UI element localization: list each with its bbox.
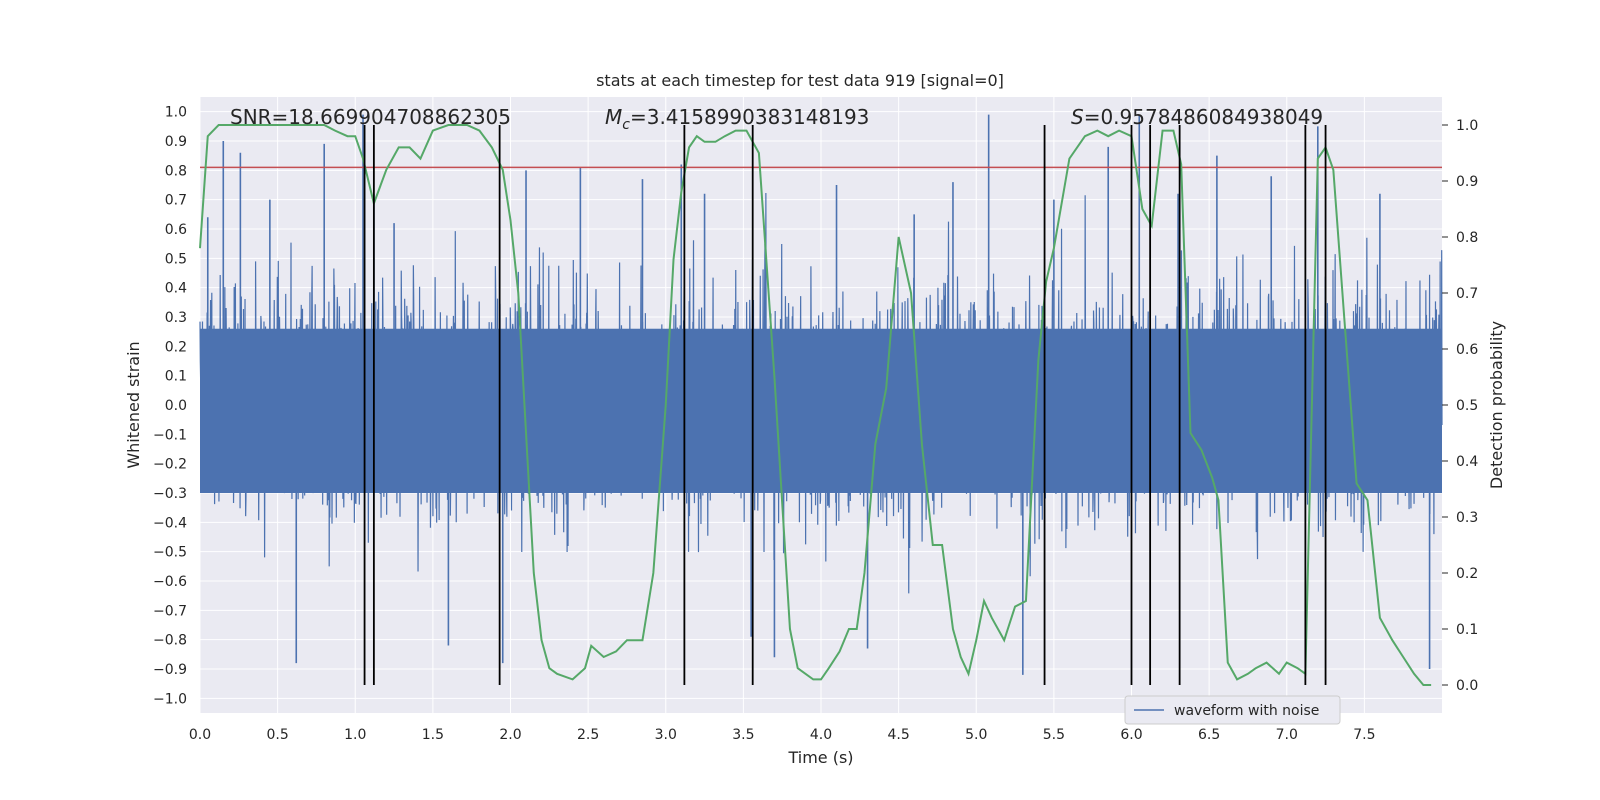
y2-tick-label: 0.4 <box>1456 454 1478 470</box>
y2-tick-label: 0.3 <box>1456 510 1478 526</box>
x-tick-label: 3.0 <box>655 727 677 743</box>
chirp-mass-subscript: c <box>622 117 630 133</box>
y2-tick-label: 0.6 <box>1456 342 1478 358</box>
x-axis-label: Time (s) <box>787 748 853 767</box>
y-tick-label: 0.3 <box>165 310 187 326</box>
y2-tick-label: 0.1 <box>1456 622 1478 638</box>
x-tick-label: 2.5 <box>577 727 599 743</box>
waveform-series <box>199 114 1443 675</box>
y-axis-ticks: 1.0 0.9 0.8 0.7 0.6 0.5 0.4 0.3 0.2 0.1 0.0 −0.1 −0.… <box>153 105 187 708</box>
legend-label: waveform with noise <box>1174 703 1319 719</box>
x-axis-ticks: 0.0 0.5 1.0 1.5 2.0 2.5 3.0 3.5 4.0 4.5 5.0 5.5 6.0 6… <box>189 727 1376 743</box>
x-tick-label: 3.5 <box>732 727 754 743</box>
y-tick-label: −0.5 <box>153 545 187 561</box>
y-tick-label: 0.5 <box>165 251 187 267</box>
x-tick-label: 6.0 <box>1120 727 1142 743</box>
x-tick-label: 5.0 <box>965 727 987 743</box>
x-tick-label: 0.5 <box>266 727 288 743</box>
y2-tick-label: 0.8 <box>1456 230 1478 246</box>
s-annotation: S=0.9578486084938049 <box>1071 105 1323 129</box>
y-tick-label: 0.1 <box>165 369 187 385</box>
event-markers <box>363 125 1327 685</box>
x-tick-label: 2.0 <box>499 727 521 743</box>
s-value: =0.9578486084938049 <box>1084 105 1323 129</box>
y-tick-label: 0.7 <box>165 193 187 209</box>
x-tick-label: 5.5 <box>1043 727 1065 743</box>
y-tick-label: −0.1 <box>153 427 187 443</box>
x-tick-label: 7.0 <box>1276 727 1298 743</box>
y-tick-label: 0.8 <box>165 163 187 179</box>
y-axis-label: Whitened strain <box>124 341 143 468</box>
chart-title: stats at each timestep for test data 919… <box>596 71 1004 90</box>
y2-tick-label: 0.2 <box>1456 566 1478 582</box>
x-tick-label: 6.5 <box>1198 727 1220 743</box>
probability-series <box>199 124 1432 686</box>
y2-tick-label: 0.9 <box>1456 174 1478 190</box>
y-tick-label: −0.6 <box>153 574 187 590</box>
x-tick-label: 4.5 <box>887 727 909 743</box>
s-symbol: S <box>1071 105 1084 129</box>
y2-axis-label: Detection probability <box>1487 321 1506 489</box>
y2-axis-ticks: 1.0 0.9 0.8 0.7 0.6 0.5 0.4 0.3 0.2 0.1 0.0 <box>1442 118 1478 694</box>
x-tick-label: 1.5 <box>422 727 444 743</box>
y-tick-label: 0.9 <box>165 134 187 150</box>
snr-annotation: SNR=18.669904708862305 <box>230 105 511 129</box>
y-tick-label: −0.9 <box>153 662 187 678</box>
x-tick-label: 7.5 <box>1353 727 1375 743</box>
y-tick-label: −0.2 <box>153 457 187 473</box>
y-tick-label: 0.2 <box>165 339 187 355</box>
legend: waveform with noise <box>1124 695 1341 725</box>
y-tick-label: −0.7 <box>153 603 187 619</box>
y-tick-label: 0.0 <box>165 398 187 414</box>
x-tick-label: 1.0 <box>344 727 366 743</box>
x-tick-label: 4.0 <box>810 727 832 743</box>
y2-tick-label: 0.0 <box>1456 678 1478 694</box>
waveform-band <box>200 328 1442 493</box>
probability-line <box>199 124 1432 686</box>
y-tick-label: −1.0 <box>153 691 187 707</box>
y2-tick-label: 1.0 <box>1456 118 1478 134</box>
chirp-mass-symbol: M <box>605 105 622 129</box>
y-tick-label: 0.6 <box>165 222 187 238</box>
legend-box <box>1124 695 1341 725</box>
y2-tick-label: 0.7 <box>1456 286 1478 302</box>
y-tick-label: −0.4 <box>153 515 187 531</box>
y-tick-label: −0.8 <box>153 633 187 649</box>
chirp-mass-value: =3.4158990383148193 <box>630 105 869 129</box>
y-tick-label: 0.4 <box>165 281 187 297</box>
chirp-mass-annotation: Mc=3.4158990383148193 <box>605 105 869 133</box>
y-tick-label: 1.0 <box>165 105 187 121</box>
y2-tick-label: 0.5 <box>1456 398 1478 414</box>
y-tick-label: −0.3 <box>153 486 187 502</box>
x-tick-label: 0.0 <box>189 727 211 743</box>
